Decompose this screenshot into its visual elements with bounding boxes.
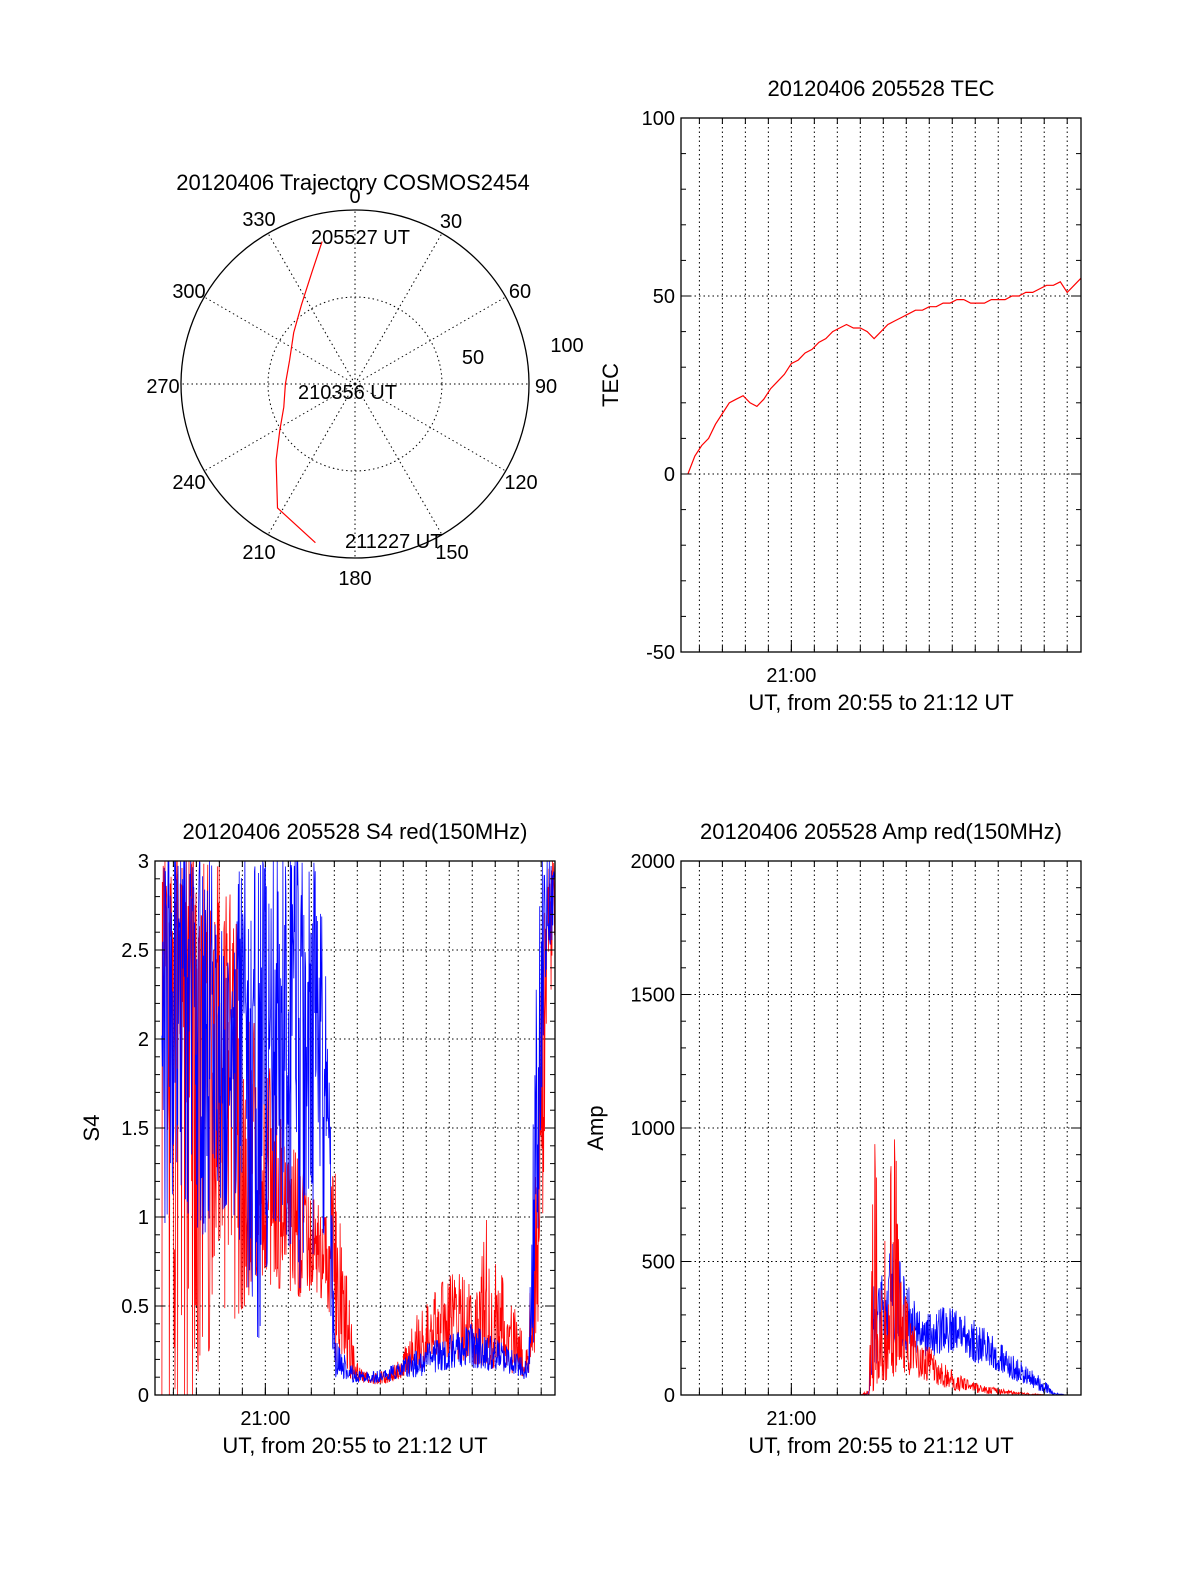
azimuth-label-330: 330 (242, 209, 275, 231)
azimuth-label-270: 270 (146, 376, 179, 398)
s4-series (161, 860, 556, 1396)
azimuth-label-300: 300 (172, 281, 205, 303)
tec-plot-frame (680, 117, 1082, 653)
trajectory-series (275, 241, 323, 544)
azimuth-label-0: 0 (349, 186, 360, 208)
radial-label-50: 50 (462, 347, 484, 369)
tec-ticks: -50 0 50 100 21:00 (642, 108, 1081, 687)
trajectory-title: 20120406 Trajectory COSMOS2454 (176, 170, 529, 195)
azimuth-label-30: 30 (440, 211, 462, 233)
azimuth-spoke-300 (204, 296, 356, 385)
amp-title: 20120406 205528 Amp red(150MHz) (700, 819, 1062, 844)
tec-title: 20120406 205528 TEC (767, 76, 994, 101)
amp-series-red (687, 1139, 1081, 1397)
azimuth-label-240: 240 (172, 472, 205, 494)
azimuth-spoke-30 (354, 233, 443, 385)
amp-y-tick-label: 1000 (631, 1118, 676, 1140)
tec-y-tick-label: -50 (646, 642, 675, 664)
trajectory-end-label: 211227 UT (345, 531, 442, 553)
s4-x-axis-label: UT, from 20:55 to 21:12 UT (222, 1433, 487, 1458)
tec-y-axis-label: TEC (598, 363, 623, 407)
trajectory-grid (181, 210, 529, 558)
azimuth-spoke-120 (354, 383, 506, 472)
radial-label-100: 100 (550, 335, 583, 357)
s4-y-tick-label: 1.5 (121, 1118, 149, 1140)
tec-y-tick-label: 100 (642, 108, 675, 130)
s4-y-tick-label: 0 (138, 1385, 149, 1407)
tec-x-tick-label: 21:00 (766, 665, 816, 687)
amp-x-axis-label: UT, from 20:55 to 21:12 UT (748, 1433, 1013, 1458)
amp-grid (681, 861, 1081, 1395)
s4-series-blue (161, 860, 556, 1384)
s4-y-tick-label: 0.5 (121, 1296, 149, 1318)
amp-y-tick-label: 2000 (631, 851, 676, 873)
trajectory-outer-circle (180, 209, 530, 559)
trajectory-start-label: 205527 UT (311, 227, 410, 249)
s4-y-tick-label: 2.5 (121, 940, 149, 962)
s4-y-tick-label: 3 (138, 851, 149, 873)
amp-y-axis-label: Amp (583, 1105, 608, 1150)
azimuth-label-120: 120 (504, 472, 537, 494)
s4-panel: 20120406 205528 S4 red(150MHz) 0 0.5 1 1.5 2… (79, 819, 556, 1458)
azimuth-spoke-330 (267, 233, 356, 385)
trajectory-azimuth-labels: 0 30 60 90 120 150 180 210 240 270 300 3… (146, 186, 557, 590)
amp-y-tick-label: 0 (664, 1385, 675, 1407)
amp-ticks: 0 500 1000 1500 2000 21:00 (631, 851, 1081, 1430)
azimuth-label-150: 150 (435, 542, 468, 564)
s4-y-axis-label: S4 (79, 1115, 104, 1142)
amp-x-tick-label: 21:00 (766, 1408, 816, 1430)
tec-y-tick-label: 50 (653, 286, 675, 308)
azimuth-spoke-150 (354, 383, 443, 535)
s4-x-tick-label: 21:00 (240, 1408, 290, 1430)
tec-panel: 20120406 205528 TEC -50 0 50 100 21:00 UT, f… (598, 76, 1082, 715)
amp-y-tick-label: 1500 (631, 985, 676, 1007)
tec-x-axis-label: UT, from 20:55 to 21:12 UT (748, 690, 1013, 715)
tec-series (687, 277, 1082, 475)
s4-y-tick-label: 1 (138, 1207, 149, 1229)
trajectory-panel: 20120406 Trajectory COSMOS2454 0 30 60 9… (146, 170, 583, 590)
azimuth-label-210: 210 (242, 542, 275, 564)
s4-y-tick-label: 2 (138, 1029, 149, 1051)
azimuth-label-180: 180 (338, 568, 371, 590)
trajectory-path (275, 241, 323, 544)
amp-y-tick-label: 500 (642, 1252, 675, 1274)
tec-series-red (687, 277, 1082, 475)
s4-title: 20120406 205528 S4 red(150MHz) (183, 819, 528, 844)
s4-ticks: 0 0.5 1 1.5 2 2.5 3 21:00 (121, 851, 555, 1430)
azimuth-spoke-240 (204, 383, 356, 472)
tec-grid (681, 118, 1081, 652)
azimuth-label-60: 60 (509, 281, 531, 303)
amp-panel: 20120406 205528 Amp red(150MHz) 0 500 1000… (583, 819, 1082, 1458)
amp-series (687, 1139, 1081, 1397)
azimuth-label-90: 90 (535, 376, 557, 398)
tec-y-tick-label: 0 (664, 464, 675, 486)
azimuth-spoke-210 (267, 383, 356, 535)
azimuth-spoke-60 (354, 296, 506, 385)
trajectory-mid-label: 210356 UT (298, 382, 397, 404)
